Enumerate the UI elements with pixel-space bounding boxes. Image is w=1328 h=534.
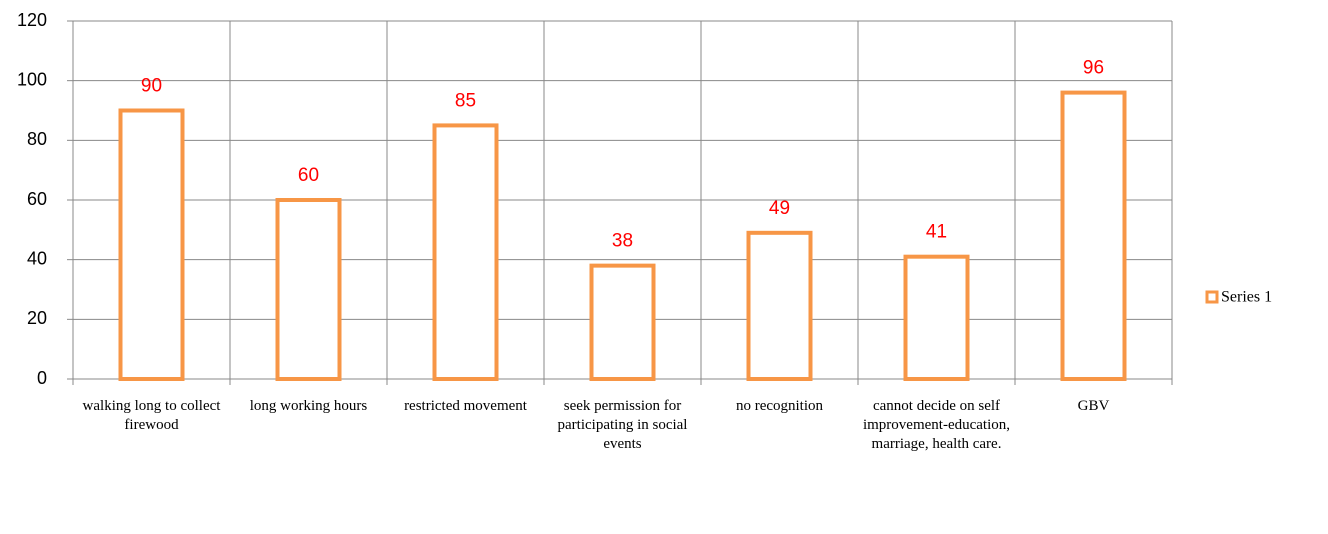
data-label: 41 [926, 222, 947, 243]
bar [432, 123, 499, 381]
data-label: 60 [298, 165, 319, 186]
x-tick-label: GBV [1077, 398, 1110, 414]
x-tick-label: long working hours [249, 398, 368, 414]
y-tick-label: 0 [37, 368, 47, 388]
y-tick-label: 120 [17, 10, 47, 30]
legend-label: Series 1 [1221, 289, 1272, 306]
bar [903, 254, 970, 381]
y-tick-label: 80 [27, 129, 47, 149]
data-label: 49 [769, 198, 790, 219]
x-tick-label: no recognition [735, 398, 824, 414]
x-tick-label: restricted movement [404, 398, 527, 414]
y-tick-label: 100 [17, 69, 47, 89]
bar [746, 230, 813, 381]
y-tick-label: 40 [27, 248, 47, 268]
legend-swatch [1205, 290, 1219, 304]
data-label: 96 [1083, 58, 1104, 79]
data-label: 38 [612, 231, 633, 252]
x-tick-label: walking long to collect firewood [82, 398, 221, 433]
bar [589, 263, 656, 381]
bar [275, 198, 342, 381]
y-tick-label: 20 [27, 308, 47, 328]
data-label: 90 [141, 76, 162, 97]
x-tick-label: seek permission for participating in soc… [557, 398, 688, 452]
bar [118, 108, 185, 381]
x-tick-label: cannot decide on self improvement-educat… [862, 398, 1011, 452]
bar [1060, 90, 1127, 381]
y-tick-label: 60 [27, 189, 47, 209]
data-label: 85 [455, 90, 476, 111]
